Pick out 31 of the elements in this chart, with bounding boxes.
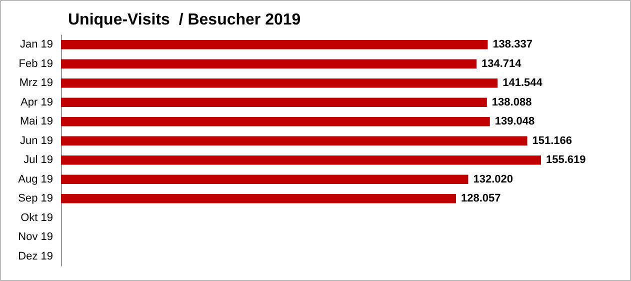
bar (61, 136, 528, 146)
bar (61, 40, 488, 50)
data-label: 155.619 (546, 154, 586, 166)
y-tick-label: Mrz 19 (19, 77, 53, 90)
bar (61, 59, 477, 68)
bar (61, 194, 456, 204)
data-label: 134.714 (482, 58, 522, 70)
y-tick-label: Apr 19 (20, 96, 53, 108)
y-tick-label: Jun 19 (20, 134, 53, 147)
y-tick-label: Sep 19 (18, 192, 53, 205)
y-tick-label: Jul 19 (24, 154, 53, 166)
data-label: 132.020 (473, 173, 513, 186)
data-label: 141.544 (502, 77, 544, 90)
bar (61, 156, 541, 165)
chart-title: Unique-Visits / Besucher 2019 (68, 12, 301, 28)
bar (61, 98, 487, 107)
bar (61, 117, 490, 126)
data-label: 128.057 (460, 192, 501, 205)
data-label: 138.088 (492, 96, 532, 108)
bar (61, 174, 468, 184)
y-tick-label: Feb 19 (18, 58, 53, 70)
bar (61, 78, 498, 88)
y-tick-label: Nov 19 (18, 231, 53, 244)
y-tick-label: Dez 19 (18, 250, 53, 262)
y-tick-label: Mai 19 (20, 116, 53, 128)
data-label: 151.166 (532, 134, 572, 147)
y-tick-label: Okt 19 (20, 212, 53, 224)
y-tick-label: Jan 19 (20, 38, 53, 51)
data-label: 139.048 (494, 116, 535, 128)
y-tick-label: Aug 19 (18, 173, 53, 186)
data-label: 138.337 (492, 38, 532, 51)
